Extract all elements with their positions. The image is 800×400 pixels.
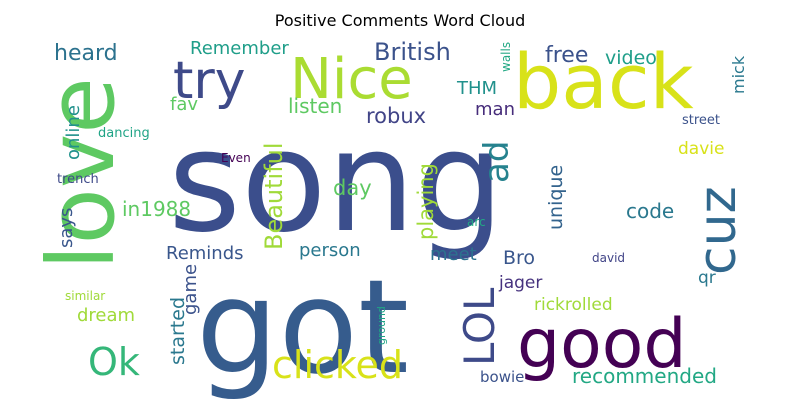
word-day: day <box>333 176 372 200</box>
word-thm: THM <box>456 78 497 99</box>
word-game: game <box>180 264 201 315</box>
word-says: says <box>56 208 77 248</box>
word-rickrolled: rickrolled <box>534 295 613 315</box>
word-fav: fav <box>170 94 198 115</box>
word-ad: ad <box>477 141 517 183</box>
word-bowie: bowie <box>480 368 524 386</box>
word-dream: dream <box>77 305 135 326</box>
word-even: Even <box>221 151 251 165</box>
word-remember: Remember <box>190 38 289 59</box>
word-bro: Bro <box>503 247 535 269</box>
word-arc: arc <box>467 215 486 229</box>
word-unique: unique <box>545 165 567 230</box>
word-mick: mick <box>729 55 748 94</box>
word-clicked: clicked <box>272 343 403 387</box>
word-meet: meet <box>430 244 477 265</box>
word-david: david <box>592 251 625 265</box>
word-back: back <box>513 37 694 126</box>
word-beautiful: Beautiful <box>260 142 288 250</box>
word-lol: LOL <box>455 287 504 366</box>
word-online: online <box>63 105 84 160</box>
word-reminds: Reminds <box>166 243 244 264</box>
word-trench: trench <box>57 172 99 187</box>
word-nice: Nice <box>290 47 413 112</box>
word-british: British <box>374 38 451 66</box>
chart-title: Positive Comments Word Cloud <box>274 11 526 30</box>
word-in1988: in1988 <box>122 197 191 221</box>
word-street: street <box>682 113 720 128</box>
word-cuz: cuz <box>688 186 748 275</box>
word-dancing: dancing <box>98 126 150 141</box>
word-walls: walls <box>499 42 513 72</box>
word-got: got <box>196 251 409 400</box>
word-similar: similar <box>65 289 105 303</box>
word-video: video <box>605 47 657 69</box>
word-code: code <box>626 199 674 223</box>
word-person: person <box>299 240 361 261</box>
word-ok: Ok <box>88 340 140 384</box>
word-davie: davie <box>678 139 724 159</box>
word-ground: ground <box>375 306 388 345</box>
word-qr: qr <box>698 268 716 288</box>
word-started: started <box>167 297 189 365</box>
word-recommended: recommended <box>572 364 717 388</box>
word-try: try <box>173 51 246 111</box>
word-heard: heard <box>54 41 118 66</box>
word-good: good <box>517 305 687 384</box>
word-playing: playing <box>414 163 438 240</box>
word-free: free <box>545 43 588 68</box>
word-song: song <box>168 101 504 264</box>
word-love: love <box>28 77 135 270</box>
word-jager: jager <box>498 273 542 293</box>
word-man: man <box>475 99 515 120</box>
word-listen: listen <box>288 94 342 118</box>
word-robux: robux <box>366 104 426 128</box>
